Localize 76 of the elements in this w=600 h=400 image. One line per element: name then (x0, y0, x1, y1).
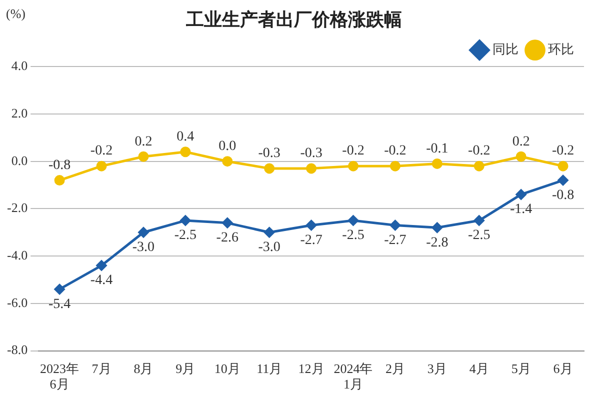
y-tick-label: 0.0 (11, 152, 28, 168)
data-label: -2.5 (342, 228, 364, 244)
x-tick-label: 7月 (92, 361, 112, 376)
data-label: -2.8 (426, 235, 448, 250)
data-label: -4.4 (90, 273, 113, 288)
point (558, 175, 568, 186)
data-label: -2.5 (468, 228, 490, 244)
point (222, 218, 233, 228)
y-tick-label: -8.0 (6, 342, 28, 358)
point (264, 227, 275, 238)
data-label: 0.2 (512, 134, 530, 150)
point (96, 260, 107, 271)
x-tick-label: 9月 (176, 361, 196, 376)
data-label: -2.7 (300, 232, 322, 248)
x-tick-label: 3月 (427, 361, 447, 376)
data-label: -5.4 (48, 296, 71, 312)
point (180, 215, 191, 226)
point (306, 163, 317, 174)
data-label: -2.6 (216, 230, 238, 246)
data-label: 0.0 (218, 139, 236, 154)
point (306, 220, 317, 231)
data-label: -3.0 (258, 240, 280, 256)
point (222, 156, 233, 167)
x-tick-label: 2023年 6月 (40, 361, 80, 392)
data-label: -3.0 (132, 240, 155, 256)
point (390, 160, 400, 172)
point (432, 222, 442, 233)
x-tick-label: 5月 (511, 361, 531, 376)
point (264, 163, 275, 174)
data-label: 0.2 (134, 134, 152, 150)
point (96, 160, 107, 172)
point (54, 175, 65, 186)
x-tick-label: 11月 (256, 361, 282, 376)
data-label: -1.4 (510, 202, 532, 218)
data-label: -2.5 (174, 228, 197, 244)
data-label: -0.8 (48, 158, 71, 173)
y-tick-label: 2.0 (11, 105, 28, 120)
y-tick-label: -6.0 (6, 294, 28, 310)
y-tick-label: -2.0 (6, 200, 28, 216)
data-label: -0.2 (552, 144, 574, 159)
point (180, 146, 191, 158)
point (138, 151, 149, 162)
y-tick-label: -4.0 (6, 247, 28, 262)
point (516, 189, 526, 200)
chart-title: 工业生产者出厂价格涨跌幅 (185, 9, 402, 30)
x-tick-label: 12月 (298, 361, 324, 376)
data-label: -0.3 (300, 146, 322, 162)
point (516, 151, 526, 162)
data-label: -0.8 (552, 188, 574, 203)
point (474, 215, 484, 226)
y-axis-title: (%) (6, 6, 26, 21)
y-tick-label: 4.0 (11, 58, 28, 74)
data-label: 0.4 (176, 130, 194, 145)
point (348, 215, 358, 226)
point (348, 160, 358, 172)
x-tick-label: 4月 (469, 361, 489, 376)
legend-label: 同比 (492, 42, 518, 57)
x-tick-label: 2024年 1月 (334, 361, 373, 392)
x-tick-label: 8月 (134, 361, 154, 376)
data-label: -0.1 (426, 141, 448, 156)
point (54, 284, 65, 294)
point (474, 160, 484, 172)
point (390, 220, 400, 231)
data-label: -0.2 (384, 144, 406, 159)
data-label: -0.2 (342, 144, 364, 159)
legend-label: 环比 (548, 42, 574, 57)
point (432, 158, 442, 169)
x-tick-label: 10月 (214, 361, 240, 376)
data-label: -0.2 (90, 144, 113, 159)
data-label: -0.3 (258, 146, 280, 162)
x-tick-label: 2月 (385, 361, 405, 376)
data-label: -2.7 (384, 232, 406, 248)
data-label: -0.2 (468, 144, 490, 159)
point (138, 227, 149, 238)
x-tick-label: 6月 (553, 361, 573, 376)
point (558, 160, 568, 172)
